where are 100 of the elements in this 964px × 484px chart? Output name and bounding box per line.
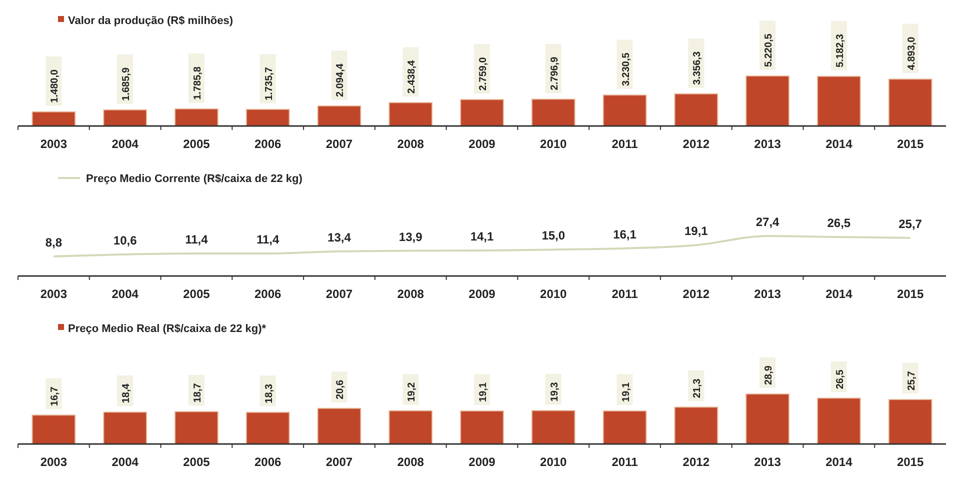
x-tick-label: 2004 (112, 287, 139, 301)
data-label: 13,9 (398, 230, 423, 244)
data-label: 3.356,3 (692, 51, 704, 85)
data-label: 26,5 (827, 216, 851, 230)
x-tick-label: 2015 (896, 137, 924, 151)
x-tick-label: 2009 (468, 287, 496, 301)
bar (174, 411, 218, 444)
x-tick-label: 2015 (896, 287, 924, 301)
bar (460, 410, 504, 444)
bar (602, 94, 647, 126)
x-tick-label: 2011 (612, 455, 638, 469)
x-tick-label: 2014 (826, 137, 853, 151)
data-label: 11,4 (185, 232, 208, 247)
data-label: 16,1 (613, 227, 637, 242)
x-tick-label: 2003 (40, 455, 68, 469)
bar (246, 108, 290, 126)
data-label: 1.785,8 (192, 66, 204, 100)
data-label: 19,1 (478, 382, 489, 402)
legend-label: Preço Medio Corrente (R$/caixa de 22 kg) (86, 173, 303, 185)
x-tick-label: 2013 (754, 287, 782, 301)
data-label: 18,7 (192, 382, 204, 403)
bar (888, 78, 932, 126)
x-tick-label: 2007 (326, 287, 353, 301)
data-label: 2.094,4 (335, 63, 346, 97)
data-label: 18,4 (121, 383, 132, 404)
x-tick-label: 2010 (540, 137, 568, 151)
data-label: 2.438,4 (406, 60, 418, 94)
x-tick-label: 2008 (397, 137, 424, 151)
data-label: 3.230,5 (620, 52, 632, 86)
x-tick-label: 2010 (540, 287, 568, 301)
bar (531, 98, 576, 126)
x-tick-label: 2014 (826, 287, 853, 301)
data-label: 15,0 (542, 228, 566, 243)
data-label: 10,6 (113, 233, 138, 248)
data-label: 19,3 (549, 382, 560, 402)
x-tick-label: 2003 (40, 287, 68, 301)
x-tick-label: 2008 (397, 287, 424, 301)
data-label: 13,4 (328, 230, 352, 244)
x-tick-label: 2014 (826, 455, 853, 469)
x-tick-label: 2012 (682, 137, 710, 151)
data-label: 19,1 (620, 382, 632, 402)
data-label: 18,3 (264, 383, 275, 404)
data-label: 19,2 (406, 382, 418, 402)
data-label: 25,7 (906, 370, 918, 391)
x-tick-label: 2009 (468, 137, 496, 151)
bar (817, 76, 861, 126)
x-tick-label: 2012 (682, 455, 710, 469)
data-label: 1.685,9 (121, 67, 132, 101)
x-tick-label: 2011 (612, 287, 638, 301)
bar (888, 399, 932, 444)
x-tick-label: 2013 (754, 455, 782, 469)
x-tick-label: 2006 (254, 287, 282, 301)
data-label: 4.893,0 (906, 36, 918, 70)
bar (317, 408, 362, 444)
x-tick-label: 2007 (326, 455, 353, 469)
bar (174, 108, 218, 126)
bar (602, 410, 647, 444)
data-label: 8,8 (45, 235, 62, 250)
x-tick-label: 2011 (612, 137, 638, 151)
x-tick-label: 2008 (397, 455, 424, 469)
data-label: 1.735,7 (264, 66, 275, 100)
x-tick-label: 2005 (183, 137, 210, 151)
bar (246, 412, 290, 444)
data-label: 2.759,0 (478, 56, 489, 91)
bar (674, 406, 718, 444)
x-tick-label: 2005 (183, 287, 210, 301)
x-tick-label: 2004 (112, 137, 139, 151)
bar (388, 102, 433, 126)
x-tick-label: 2013 (754, 137, 782, 151)
bar (746, 394, 790, 444)
bar (531, 410, 576, 444)
bar (746, 76, 790, 126)
data-label: 28,9 (764, 365, 775, 385)
data-label: 1.480,0 (50, 69, 61, 103)
x-tick-label: 2006 (254, 137, 282, 151)
x-tick-label: 2003 (40, 137, 68, 151)
data-label: 19,1 (684, 224, 708, 238)
data-label: 26,5 (834, 369, 846, 390)
bar (817, 398, 861, 444)
legend-label: Valor da produção (R$ milhões) (68, 15, 234, 27)
data-label: 16,7 (50, 386, 61, 406)
bar (103, 109, 147, 126)
data-label: 20,6 (335, 379, 346, 400)
data-label: 21,3 (692, 378, 704, 398)
data-label: 25,7 (898, 216, 922, 231)
bar (32, 111, 76, 126)
bar (32, 414, 76, 444)
bar (388, 410, 433, 444)
data-label: 11,4 (256, 232, 280, 247)
x-tick-label: 2007 (326, 137, 353, 151)
x-tick-label: 2004 (112, 455, 139, 469)
x-tick-label: 2005 (183, 455, 210, 469)
x-tick-label: 2012 (682, 287, 710, 301)
x-tick-label: 2006 (254, 455, 282, 469)
data-label: 5.220,5 (764, 33, 775, 67)
legend-label: Preço Medio Real (R$/caixa de 22 kg)* (68, 323, 267, 335)
bar (674, 93, 718, 126)
data-label: 5.182,3 (834, 34, 846, 68)
x-tick-label: 2010 (540, 455, 568, 469)
x-tick-label: 2009 (468, 455, 496, 469)
